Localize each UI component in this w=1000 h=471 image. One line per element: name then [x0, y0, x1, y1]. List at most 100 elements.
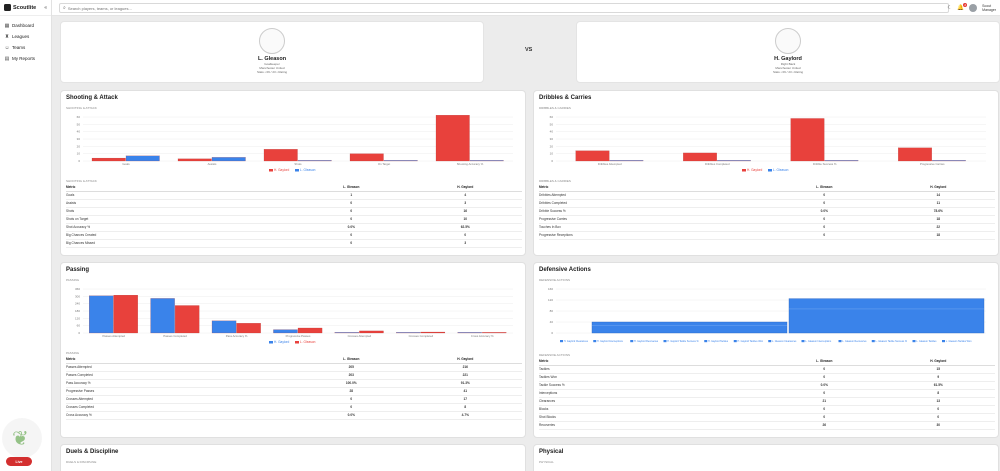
chart-bar — [113, 295, 138, 334]
logo-icon — [4, 4, 11, 11]
value-cell: 0 — [294, 207, 409, 216]
chart-bar — [91, 157, 126, 162]
table-row: Shot Blocks 0 0 — [539, 413, 995, 422]
legend-label: H. Gaylord Tackles — [708, 340, 729, 343]
legend-label: L. Gleason Interceptions — [805, 340, 832, 343]
value-cell: 9 — [881, 373, 995, 382]
legend-swatch — [663, 340, 667, 343]
y-tick-label: 60 — [77, 115, 81, 119]
chart-bar — [482, 332, 507, 334]
value-cell: 0 — [767, 231, 882, 240]
metric-cell: Progressive Carries — [539, 215, 767, 224]
y-tick-label: 40 — [550, 320, 554, 324]
value-cell: 14 — [881, 191, 995, 200]
table-row: Passes Attempted 205 216 — [66, 363, 522, 372]
legend-swatch — [295, 341, 299, 344]
chart-bar — [396, 332, 421, 334]
chart-bar — [334, 332, 360, 334]
x-tick-label: Shots — [294, 162, 302, 166]
y-tick-label: 180 — [75, 309, 80, 313]
legend-swatch — [269, 169, 273, 172]
leaf-icon: ❦ — [12, 428, 29, 450]
chart-subtitle: PHYSICAL — [539, 460, 554, 464]
collapse-sidebar-icon[interactable]: « — [44, 4, 47, 11]
value-cell: 0 — [294, 403, 409, 412]
metric-cell: Progressive Passes — [66, 387, 294, 396]
live-button[interactable]: Live — [6, 457, 32, 466]
document-icon: ▤ — [4, 55, 10, 62]
value-cell: 221 — [408, 371, 522, 380]
notification-bell-icon[interactable]: 🔔 2 — [957, 3, 968, 11]
value-cell: 0 — [294, 239, 409, 248]
y-tick-label: 120 — [75, 316, 80, 320]
search-box[interactable]: ⌕ — [59, 3, 949, 13]
defensive-chart: 0 40 80 120 160 H. Gaylord Clearances H. Gaylo… — [548, 287, 986, 343]
value-cell: 1 — [294, 191, 409, 200]
legend-label: L. Gleason — [300, 168, 316, 172]
search-input[interactable] — [67, 5, 368, 11]
y-tick-label: 10 — [77, 152, 81, 156]
value-cell: 11 — [881, 199, 995, 208]
metric-cell: Passes Attempted — [66, 363, 294, 372]
y-tick-label: 300 — [75, 294, 80, 298]
metric-header[interactable]: Metric — [66, 184, 294, 192]
y-tick-label: 50 — [550, 122, 554, 126]
sidebar-item-teams[interactable]: ☺ Teams — [0, 42, 51, 53]
sidebar-item-my-reports[interactable]: ▤ My Reports — [0, 53, 51, 64]
left-player-header[interactable]: L. Gleason — [767, 184, 882, 192]
y-tick-label: 360 — [75, 287, 80, 291]
chart-bar — [297, 160, 332, 162]
value-cell: 0 — [767, 405, 882, 414]
metric-cell: Shots — [66, 207, 294, 216]
player-card-right: H. Gaylord Right Back Manchester United … — [576, 21, 1000, 83]
left-player-header[interactable]: L. Gleason — [294, 356, 409, 364]
left-player-header[interactable]: L. Gleason — [294, 184, 409, 192]
table-row: Shots 0 16 — [66, 207, 522, 216]
y-tick-label: 40 — [550, 130, 554, 134]
sidebar-item-dashboard[interactable]: ▦ Dashboard — [0, 20, 51, 31]
value-cell: 0.0% — [767, 207, 882, 216]
right-player-header[interactable]: H. Gaylord — [881, 358, 995, 366]
chart-subtitle: DRIBBLES & CARRIES — [539, 106, 571, 110]
right-player-header[interactable]: H. Gaylord — [408, 184, 522, 192]
avatar[interactable] — [969, 4, 978, 12]
value-cell: 0.0% — [294, 223, 409, 232]
right-player-header[interactable]: H. Gaylord — [881, 184, 995, 192]
chart-bar — [150, 298, 175, 334]
y-tick-label: 80 — [550, 309, 554, 313]
metric-cell: Passes Completed — [66, 371, 294, 380]
table-row: Recoveries 26 30 — [539, 421, 995, 430]
y-tick-label: 60 — [77, 324, 81, 328]
value-cell: 15 — [881, 365, 995, 374]
metric-cell: Goals — [66, 191, 294, 200]
chart-bar — [790, 118, 825, 162]
theme-toggle-icon[interactable]: ☾ — [947, 5, 953, 11]
user-info[interactable]: Scout Manager — [982, 4, 996, 12]
legend-label: L. Gleason Recoveries — [842, 340, 867, 343]
search-icon: ⌕ — [63, 5, 66, 11]
table-row: Goals 1 4 — [66, 191, 522, 200]
x-tick-label: Shooting Accuracy % — [457, 162, 484, 166]
right-player-header[interactable]: H. Gaylord — [408, 356, 522, 364]
metric-header[interactable]: Metric — [539, 184, 767, 192]
y-tick-label: 40 — [77, 130, 81, 134]
table-header-row: Metric L. Gleason H. Gaylord — [539, 358, 995, 366]
metric-header[interactable]: Metric — [539, 358, 767, 366]
value-cell: 3 — [408, 239, 522, 248]
y-tick-label: 0 — [78, 331, 80, 335]
shooting-chart: 0 10 20 30 40 50 60 Goals Assists Shots On Target S… — [77, 115, 513, 172]
value-cell: 16 — [408, 207, 522, 216]
table-row: Assists 0 3 — [66, 199, 522, 208]
y-tick-label: 60 — [550, 115, 554, 119]
player-meta: Stats • 09 / 23 • Rating — [772, 70, 804, 74]
value-cell: 22 — [881, 223, 995, 232]
chart-bar — [211, 157, 246, 162]
value-cell: 0 — [767, 365, 882, 374]
left-player-header[interactable]: L. Gleason — [767, 358, 882, 366]
value-cell: 0 — [767, 215, 882, 224]
value-cell: 4 — [408, 191, 522, 200]
value-cell: 17 — [408, 395, 522, 404]
sidebar-item-leagues[interactable]: ♜ Leagues — [0, 31, 51, 42]
metric-header[interactable]: Metric — [66, 356, 294, 364]
